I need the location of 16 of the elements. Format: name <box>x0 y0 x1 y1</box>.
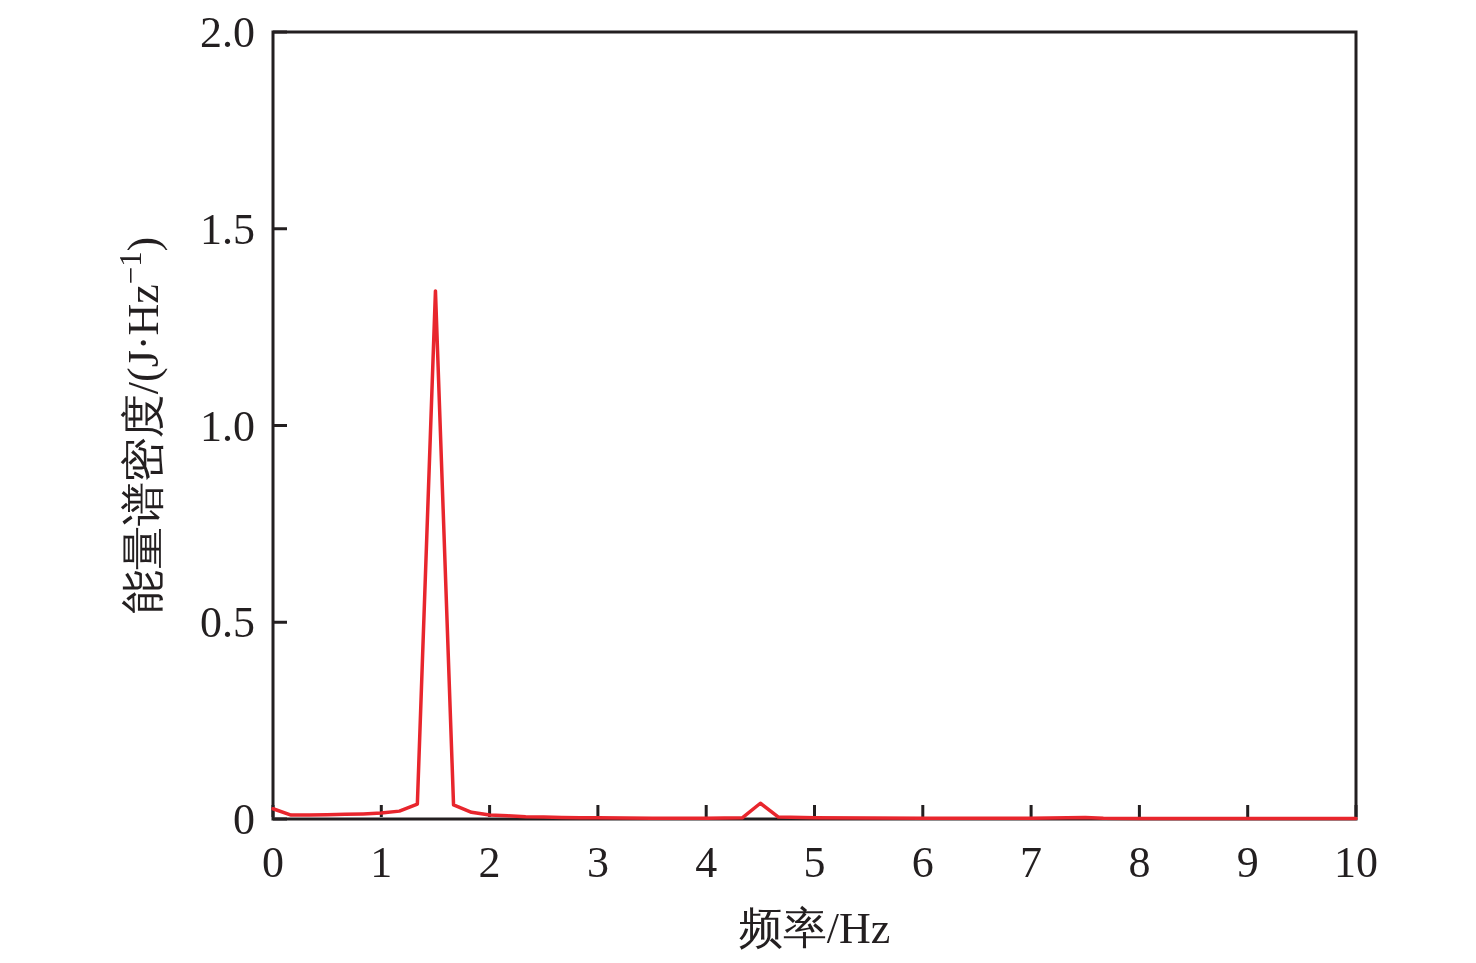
x-tick-label: 1 <box>370 838 393 887</box>
x-tick-label: 4 <box>695 838 718 887</box>
y-tick-label: 1.5 <box>200 204 255 254</box>
x-tick-label: 9 <box>1236 838 1259 887</box>
x-tick-label: 7 <box>1020 838 1043 887</box>
x-tick-label: 5 <box>803 838 826 887</box>
x-tick-label: 10 <box>1334 838 1378 887</box>
x-tick-label: 2 <box>478 838 501 887</box>
x-tick-label: 6 <box>911 838 934 887</box>
y-tick-label: 1.0 <box>200 401 255 451</box>
x-tick-label: 3 <box>586 838 609 887</box>
y-tick-label: 0 <box>233 795 255 844</box>
x-tick-label: 8 <box>1128 838 1151 887</box>
y-tick-label: 0.5 <box>200 598 255 648</box>
y-tick-label: 2.0 <box>200 8 255 57</box>
x-axis-title: 频率/Hz <box>738 904 891 953</box>
